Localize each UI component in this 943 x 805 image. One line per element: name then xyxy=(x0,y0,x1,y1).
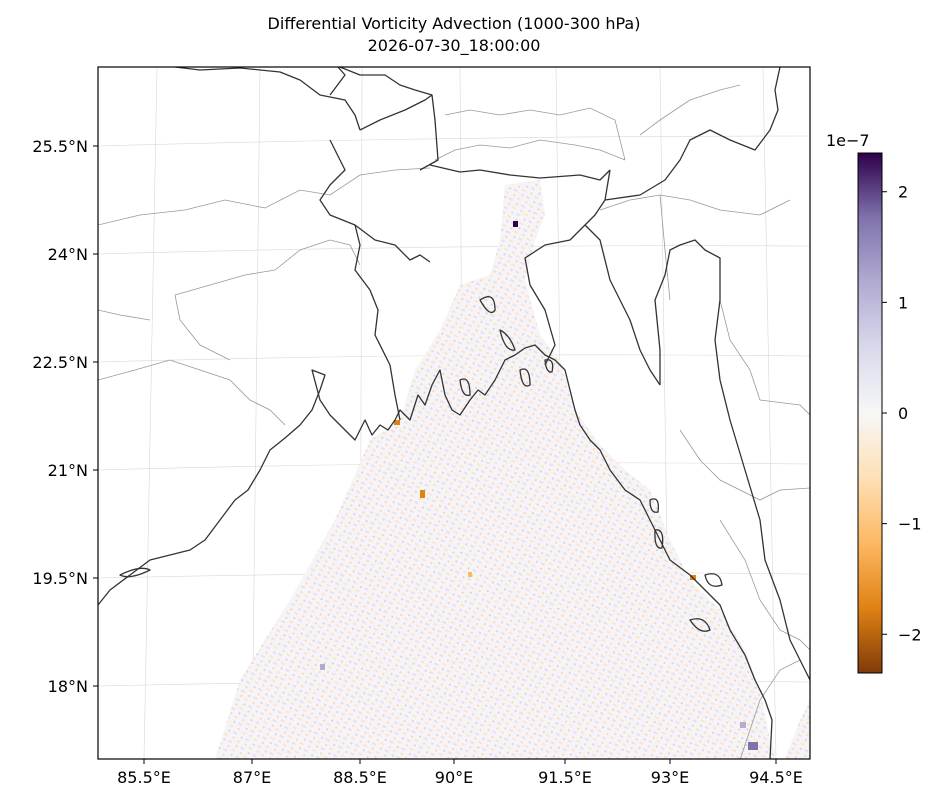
chart-title: Differential Vorticity Advection (1000-3… xyxy=(267,14,641,33)
data-field-se xyxy=(785,700,810,759)
colorbar-tick-label: 2 xyxy=(898,183,908,202)
colorbar-tick-label: 1 xyxy=(898,293,908,312)
colorbar-tick-label: −1 xyxy=(898,515,922,534)
colorbar-ticks: 2 1 0 −1 −2 xyxy=(882,183,922,644)
admin-borders xyxy=(98,84,810,759)
lon-tick-label: 85.5°E xyxy=(117,768,171,787)
chart-subtitle: 2026-07-30_18:00:00 xyxy=(367,36,541,55)
colorbar-tick-label: 0 xyxy=(898,404,908,423)
colorbar-exponent: 1e−7 xyxy=(826,131,870,150)
lon-tick-label: 90°E xyxy=(435,768,473,787)
lat-tick-label: 18°N xyxy=(48,677,88,696)
lon-tick-label: 94.5°E xyxy=(749,768,803,787)
lon-tick-labels: 85.5°E 87°E 88.5°E 90°E 91.5°E 93°E 94.5… xyxy=(117,768,803,787)
colorbar: 1e−7 2 1 0 −1 −2 xyxy=(826,131,922,674)
map-panel xyxy=(98,67,810,759)
coastline-and-borders xyxy=(98,67,810,759)
lat-tick-label: 21°N xyxy=(48,461,88,480)
lat-tick-label: 22.5°N xyxy=(32,353,88,372)
colorbar-tick-label: −2 xyxy=(898,625,922,644)
lon-tick-label: 88.5°E xyxy=(333,768,387,787)
colorbar-bar xyxy=(857,152,883,674)
lon-tick-label: 87°E xyxy=(233,768,271,787)
lon-tick-label: 91.5°E xyxy=(538,768,592,787)
lat-tick-label: 24°N xyxy=(48,245,88,264)
lat-tick-label: 19.5°N xyxy=(32,569,88,588)
lon-tick-label: 93°E xyxy=(651,768,689,787)
data-field xyxy=(215,180,778,759)
lat-tick-label: 25.5°N xyxy=(32,137,88,156)
lat-tick-labels: 25.5°N 24°N 22.5°N 21°N 19.5°N 18°N xyxy=(32,137,88,696)
